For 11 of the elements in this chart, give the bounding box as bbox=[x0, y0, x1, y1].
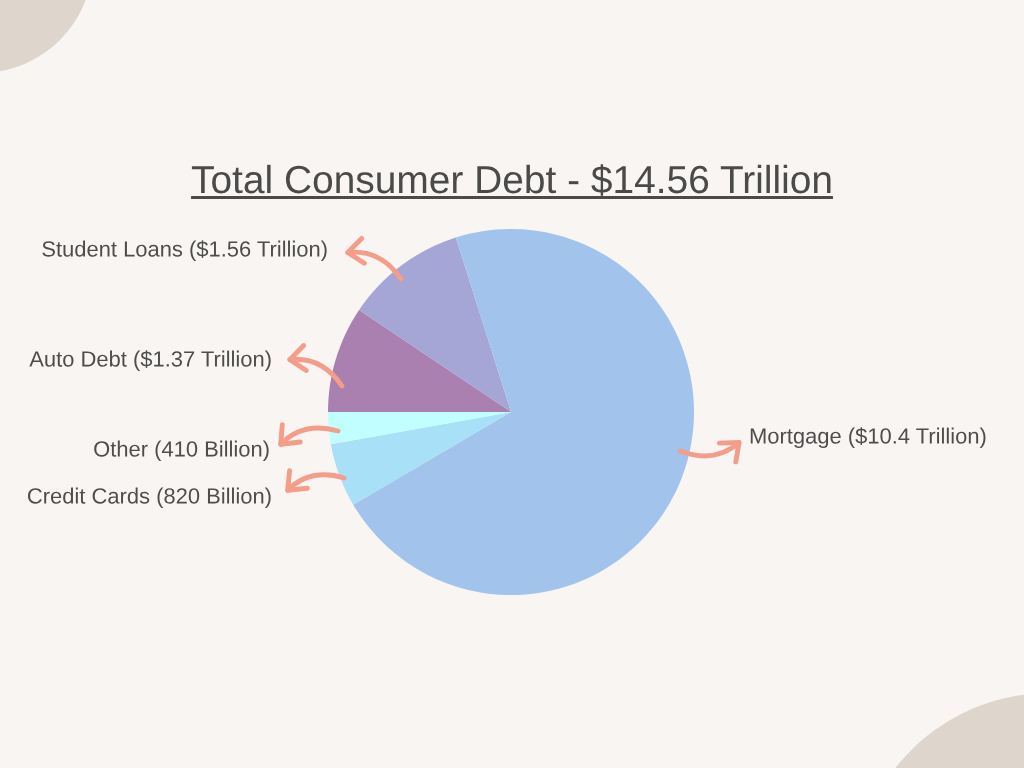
chart-title: Total Consumer Debt - $14.56 Trillion bbox=[191, 164, 831, 196]
pie-slice bbox=[328, 310, 511, 412]
pie-slice bbox=[330, 412, 511, 505]
pie-slice bbox=[353, 229, 694, 595]
pie-slice bbox=[328, 412, 511, 445]
slice-label: Other (410 Billion) bbox=[94, 440, 269, 462]
pie-slice bbox=[359, 237, 511, 412]
slice-label: Mortgage ($10.4 Trillion) bbox=[750, 427, 986, 449]
slice-label: Auto Debt ($1.37 Trillion) bbox=[29, 350, 271, 372]
slice-label: Credit Cards (820 Billion) bbox=[27, 487, 271, 509]
slice-label: Student Loans ($1.56 Trillion) bbox=[42, 240, 327, 262]
